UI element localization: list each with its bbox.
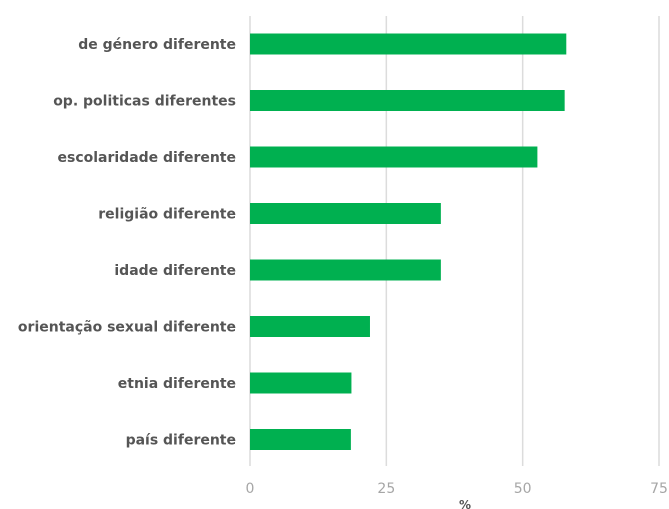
- x-tick-label: 75: [650, 481, 668, 497]
- bar: [250, 146, 538, 168]
- category-label: op. politicas diferentes: [53, 94, 236, 110]
- category-label: religião diferente: [98, 207, 236, 223]
- category-label: país diferente: [126, 433, 236, 449]
- bars: [250, 33, 567, 450]
- bar: [250, 316, 370, 337]
- bar: [250, 372, 352, 394]
- x-tick-label: 0: [246, 481, 255, 497]
- category-labels: de género diferente op. politicas diferen…: [18, 37, 236, 449]
- category-label: de género diferente: [78, 37, 236, 53]
- x-tick-label: 50: [514, 481, 532, 497]
- x-tick-labels: 0 25 50 75: [246, 481, 668, 497]
- bar: [250, 33, 567, 55]
- bar: [250, 259, 441, 281]
- x-axis-title: %: [459, 498, 471, 509]
- bar: [250, 203, 441, 224]
- bar: [250, 90, 565, 111]
- gridlines: [249, 16, 660, 466]
- category-label: etnia diferente: [118, 376, 236, 392]
- x-tick-label: 25: [377, 481, 395, 497]
- category-label: orientação sexual diferente: [18, 320, 236, 336]
- bar: [250, 429, 351, 450]
- category-label: idade diferente: [114, 263, 236, 279]
- category-label: escolaridade diferente: [57, 150, 236, 166]
